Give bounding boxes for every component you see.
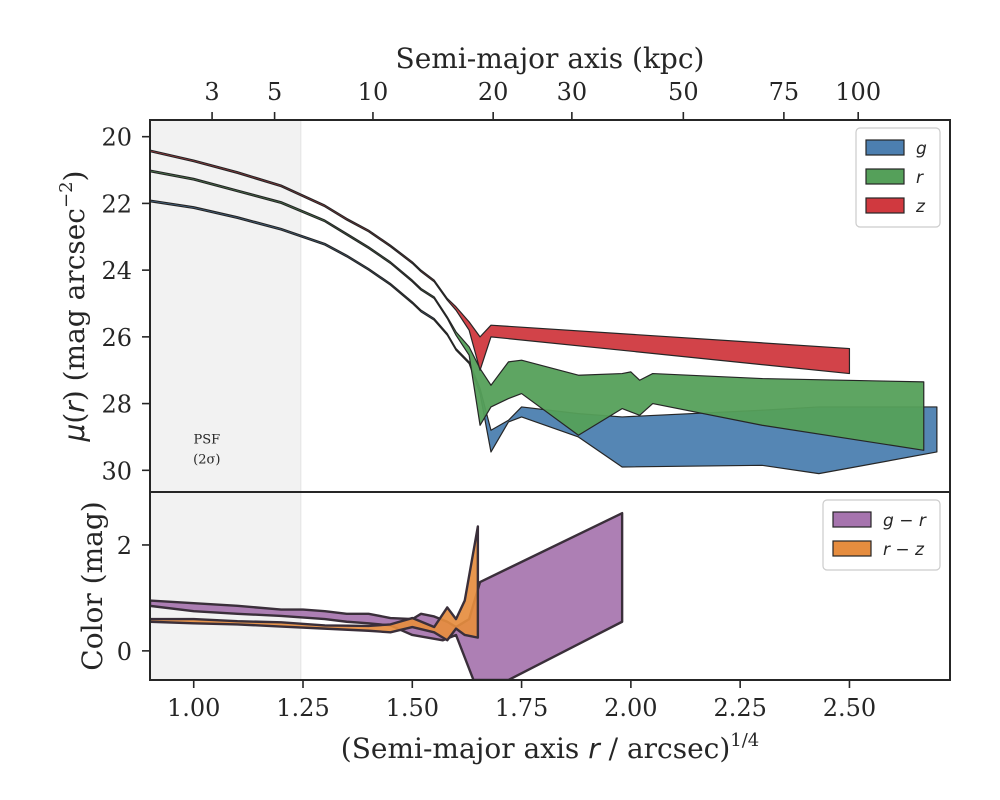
legend-swatch: [832, 540, 872, 557]
psf-region: [150, 120, 302, 680]
psf-shade-bottom: [150, 492, 301, 680]
legend-label: r − z: [883, 540, 925, 560]
series-band-r: [150, 169, 925, 451]
x-tick-label: 2.00: [604, 694, 657, 722]
legend-label: r: [916, 168, 924, 188]
psf-label: PSF: [193, 433, 220, 448]
legend-top: grz: [855, 127, 941, 228]
legend-label: z: [915, 197, 926, 217]
x-tick-label: 1.00: [167, 694, 220, 722]
color-band-gr: [150, 511, 624, 680]
top-x-tick-label: 5: [267, 78, 282, 106]
x-axis-title: (Semi-major axis r / arcsec)1/4: [341, 730, 759, 765]
legend-label: g − r: [883, 511, 927, 531]
top-axis-title: Semi-major axis (kpc): [396, 42, 705, 75]
bottom-y-tick-label: 2: [117, 532, 132, 560]
psf-label-sigma: (2σ): [193, 453, 220, 468]
top-y-tick-label: 20: [101, 124, 132, 152]
x-tick-label: 2.50: [823, 694, 876, 722]
x-tick-label: 1.50: [386, 694, 439, 722]
legend-swatch: [865, 197, 905, 214]
top-x-tick-label: 3: [204, 78, 219, 106]
bottom-y-axis-title: Color (mag): [76, 501, 109, 670]
top-x-tick-label: 20: [478, 78, 509, 106]
bottom-panel-frame: [149, 491, 951, 681]
surface-brightness-series: [150, 149, 938, 475]
x-tick-label: 2.25: [713, 694, 766, 722]
top-y-tick-label: 30: [101, 457, 132, 485]
color-band-rz: [150, 525, 480, 642]
top-x-tick-label: 10: [358, 78, 389, 106]
top-x-tick-label: 50: [668, 78, 699, 106]
legend-label: g: [916, 139, 927, 159]
top-y-tick-label: 24: [101, 257, 132, 285]
top-x-tick-label: 75: [769, 78, 800, 106]
top-y-tick-label: 22: [101, 190, 132, 218]
bottom-y-tick-label: 0: [117, 638, 132, 666]
legend-bottom: g − r r − z: [822, 499, 941, 571]
x-tick-label: 1.25: [276, 694, 329, 722]
legend-swatch: [865, 139, 905, 156]
top-y-tick-label: 26: [101, 324, 132, 352]
legend-swatch: [865, 168, 905, 185]
top-x-tick-label: 30: [557, 78, 588, 106]
axes: 3 5 10 20 30 50 75 100 20 22 24 26 28 30 0 2 1.00 1.25 1.5…: [101, 78, 881, 722]
legend-swatch: [832, 511, 872, 528]
psf-shade-top: [150, 120, 301, 492]
series-band-g: [150, 199, 938, 475]
series-band-z: [150, 149, 851, 375]
top-y-axis-title: μ(r) (mag arcsec−2): [56, 171, 91, 443]
x-tick-label: 1.75: [495, 694, 548, 722]
color-series: [150, 511, 624, 680]
top-x-tick-label: 100: [835, 78, 881, 106]
top-y-tick-label: 28: [101, 391, 132, 419]
